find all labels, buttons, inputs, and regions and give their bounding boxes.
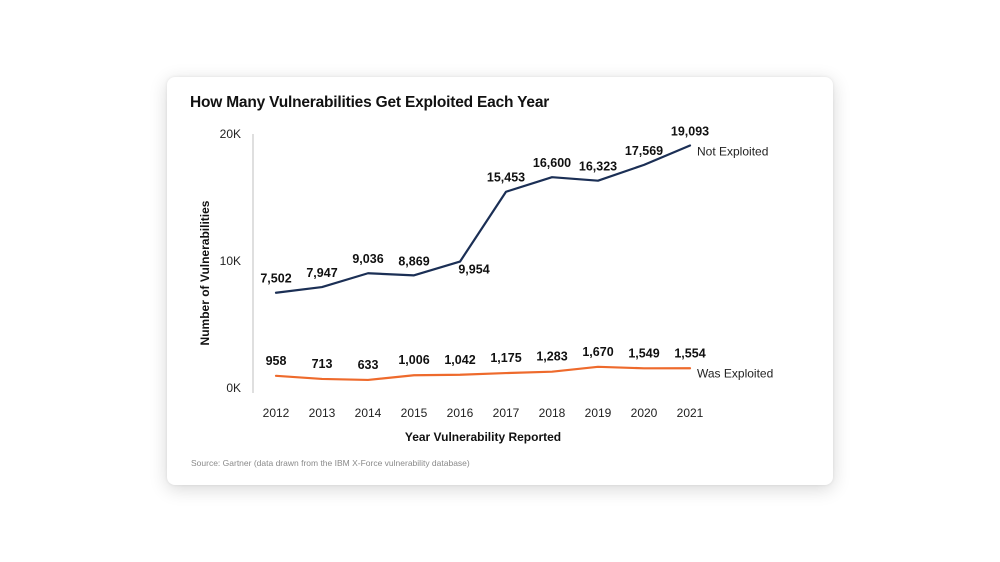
data-label: 1,549: [628, 346, 659, 360]
data-label: 8,869: [398, 254, 429, 268]
data-label: 15,453: [487, 171, 525, 185]
data-label: 1,283: [536, 350, 567, 364]
x-tick-label: 2012: [263, 406, 290, 420]
series-line-was-exploited: [274, 365, 692, 382]
x-tick-label: 2014: [355, 406, 382, 420]
x-axis-label: Year Vulnerability Reported: [405, 430, 561, 444]
data-label: 16,600: [533, 156, 571, 170]
x-tick-label: 2019: [585, 406, 612, 420]
x-tick-label: 2017: [493, 406, 520, 420]
chart-title: How Many Vulnerabilities Get Exploited E…: [190, 94, 550, 111]
series-end-label: Was Exploited: [697, 366, 773, 380]
x-tick-label: 2018: [539, 406, 566, 420]
series-end-label: Not Exploited: [697, 145, 768, 159]
data-label: 1,175: [490, 351, 521, 365]
data-label: 7,502: [260, 272, 291, 286]
data-label: 16,323: [579, 160, 617, 174]
x-tick-label: 2021: [677, 406, 704, 420]
x-tick-label: 2015: [401, 406, 428, 420]
data-label: 958: [266, 354, 287, 368]
data-label: 1,006: [398, 353, 429, 367]
x-tick-label: 2020: [631, 406, 658, 420]
x-axis-ticks: 2012 2013 2014 2015 2016 2017 2018 2019 2020 2021: [263, 406, 704, 420]
data-label: 17,569: [625, 144, 663, 158]
series-line-not-exploited: [274, 144, 692, 294]
data-label: 713: [312, 357, 333, 371]
x-tick-label: 2013: [309, 406, 336, 420]
data-label: 1,042: [444, 353, 475, 367]
data-label: 1,670: [582, 345, 613, 359]
chart-card: [167, 77, 833, 485]
y-axis-label: Number of Vulnerabilities: [198, 200, 212, 345]
data-label: 19,093: [671, 125, 709, 139]
y-tick-label: 20K: [220, 127, 241, 141]
y-axis-ticks: 0K 10K 20K: [220, 127, 241, 395]
data-label: 9,954: [458, 263, 489, 277]
x-tick-label: 2016: [447, 406, 474, 420]
y-tick-label: 0K: [226, 381, 241, 395]
y-tick-label: 10K: [220, 254, 241, 268]
data-label: 1,554: [674, 346, 705, 360]
source-note: Source: Gartner (data drawn from the IBM…: [191, 458, 470, 468]
data-label: 633: [358, 358, 379, 372]
data-label: 7,947: [306, 266, 337, 280]
data-label: 9,036: [352, 252, 383, 266]
series-group: 7,502 7,947 9,036 8,869 9,954 15,453 16,600 16,…: [260, 125, 773, 382]
